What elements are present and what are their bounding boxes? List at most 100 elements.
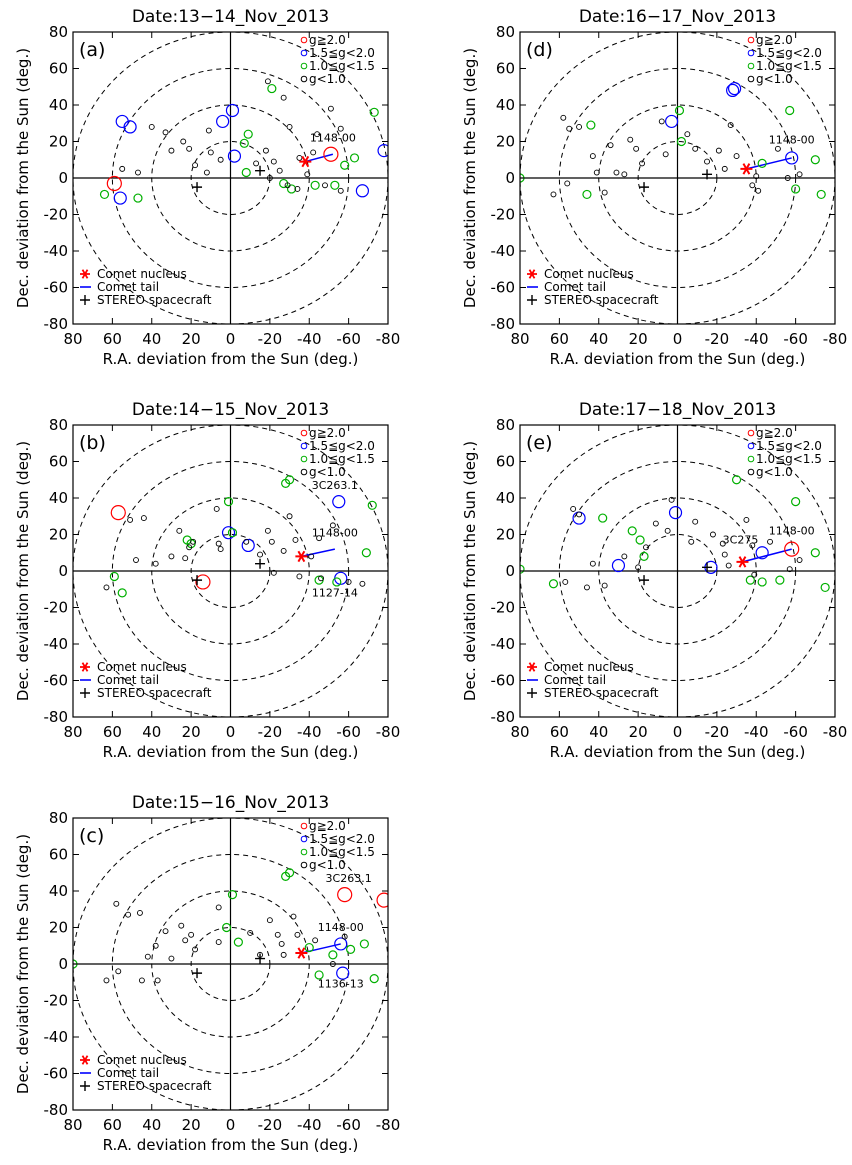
x-tick-label: 0 — [673, 330, 683, 348]
legend-nucleus-label: Comet nucleus — [544, 267, 634, 281]
ips-point — [361, 548, 371, 558]
ips-point — [310, 180, 320, 190]
x-tick-label: 40 — [589, 330, 608, 348]
source-label: 1127-14 — [312, 587, 358, 600]
ips-point — [308, 553, 315, 560]
y-tick-label: 40 — [49, 96, 68, 114]
ips-point — [310, 149, 317, 156]
ips-point — [757, 158, 767, 168]
legend-g-label: g≧2.0 — [309, 819, 346, 833]
plot-area: 1148-00 — [520, 32, 835, 324]
y-tick-label: -80 — [44, 708, 69, 726]
ips-point — [621, 171, 628, 178]
ips-point — [745, 575, 755, 585]
ips-point — [296, 154, 303, 161]
ips-point — [125, 911, 132, 918]
stereo-marker — [255, 165, 266, 176]
x-tick-label: -60 — [336, 330, 361, 348]
ips-point — [225, 103, 240, 118]
source-label: 1148-00 — [769, 133, 815, 146]
legend-nucleus-marker — [527, 269, 537, 279]
legend-g-marker — [747, 468, 755, 476]
legend-g-marker — [747, 62, 755, 70]
x-tick-label: -80 — [376, 330, 401, 348]
ips-point — [103, 584, 110, 591]
y-tick-label: 20 — [496, 133, 515, 151]
ips-point — [775, 575, 785, 585]
ips-point — [589, 153, 596, 160]
legend-g-marker — [300, 75, 308, 83]
ips-point — [276, 167, 283, 174]
ips-point — [668, 496, 675, 503]
ips-point — [168, 955, 175, 962]
ips-point — [221, 922, 232, 933]
x-tick-label: -40 — [744, 330, 769, 348]
x-tick-label: 60 — [550, 723, 569, 741]
ips-point — [598, 513, 608, 523]
ips-point — [152, 942, 159, 949]
ips-point — [635, 564, 642, 571]
x-tick-label: -60 — [336, 723, 361, 741]
legend-g-label: g<1.0 — [309, 858, 346, 872]
x-tick-label: -40 — [297, 723, 322, 741]
legend-g-label: g≧2.0 — [756, 426, 793, 440]
comet-tail — [305, 153, 334, 163]
y-tick-label: -20 — [44, 992, 69, 1010]
ips-point — [268, 538, 275, 545]
y-tick-label: 80 — [49, 809, 68, 827]
ips-point — [593, 169, 600, 176]
ips-point — [816, 189, 826, 200]
y-tick-label: 20 — [49, 919, 68, 937]
ips-point — [113, 191, 127, 205]
legend-g-marker — [300, 835, 308, 843]
plot-area: 3C263.1 1148-00 1136-13 — [73, 818, 388, 1110]
ips-point — [586, 120, 596, 130]
ips-point — [774, 145, 781, 152]
stereo-marker — [255, 953, 266, 964]
ips-point — [791, 497, 801, 507]
y-tick-label: -60 — [491, 672, 516, 690]
ips-point — [810, 548, 820, 558]
ips-point — [749, 542, 756, 549]
ips-point — [548, 579, 559, 589]
legend-g-marker — [747, 429, 755, 437]
legend-g-label: 1.0≦g<1.5 — [309, 845, 375, 859]
y-tick-label: 60 — [49, 60, 68, 78]
legend-nucleus-marker — [80, 269, 90, 279]
ips-point — [345, 944, 356, 955]
x-tick-label: -80 — [823, 330, 848, 348]
ips-point — [564, 180, 571, 187]
ips-point — [810, 155, 820, 165]
ips-point — [253, 160, 260, 167]
ips-point — [109, 571, 119, 582]
ips-point — [332, 577, 342, 587]
y-tick-label: -20 — [491, 206, 516, 224]
y-tick-label: -40 — [44, 635, 69, 653]
ips-point — [186, 145, 193, 152]
ips-point — [668, 505, 683, 520]
ips-point — [662, 151, 669, 158]
panel-label: (e) — [526, 432, 553, 454]
ips-point — [176, 527, 183, 534]
legend-g-label: 1.5≦g<2.0 — [756, 439, 822, 453]
ips-point — [369, 107, 379, 117]
y-tick-label: 60 — [49, 846, 68, 864]
ips-point — [322, 182, 328, 189]
y-axis-label: Dec. deviation from the Sun (deg.) — [14, 441, 32, 701]
x-tick-label: 80 — [63, 1116, 82, 1134]
ips-point — [583, 584, 590, 591]
legend-tail-label: Comet tail — [97, 1066, 159, 1080]
ips-point — [221, 526, 236, 540]
ips-point — [243, 538, 250, 545]
ips-point — [369, 973, 379, 984]
legend-g-label: 1.0≦g<1.5 — [309, 452, 375, 466]
y-tick-label: 60 — [496, 453, 515, 471]
ips-point — [264, 78, 271, 85]
x-tick-label: -40 — [744, 723, 769, 741]
ips-point — [727, 122, 734, 129]
legend-g-label: g≧2.0 — [756, 33, 793, 47]
ips-point — [140, 515, 147, 522]
x-tick-label: -20 — [258, 1116, 283, 1134]
ips-point — [613, 169, 620, 176]
source-label: 1148-00 — [312, 526, 358, 539]
